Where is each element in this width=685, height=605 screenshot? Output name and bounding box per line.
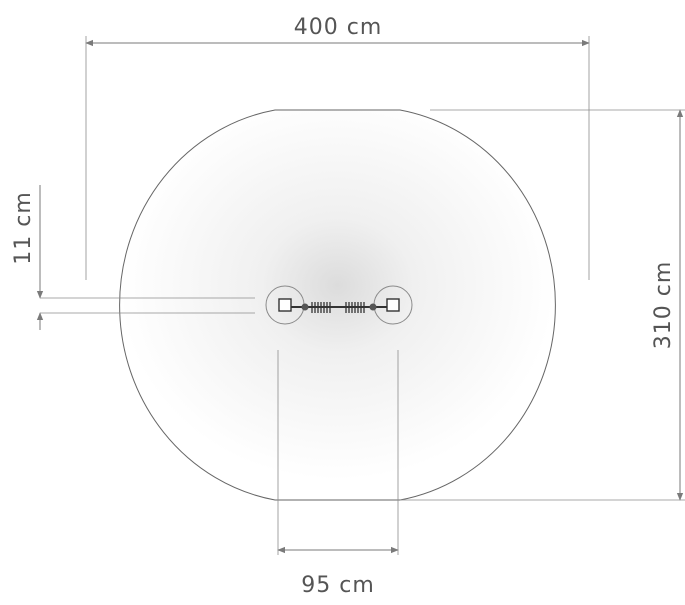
- depth-dimension: 310 cm: [400, 109, 685, 501]
- right-post: [386, 298, 400, 312]
- footprint-label: 95 cm: [301, 573, 375, 598]
- width-label: 400 cm: [294, 15, 383, 40]
- footprint-dimension: 95 cm: [277, 350, 399, 598]
- left-post: [278, 298, 292, 312]
- offset-label: 11 cm: [11, 191, 36, 265]
- depth-label: 310 cm: [651, 261, 676, 350]
- width-dimension: 400 cm: [85, 15, 590, 280]
- right-spring: [345, 302, 365, 313]
- equipment-top-view: [265, 285, 413, 325]
- right-joint: [369, 303, 377, 311]
- left-spring: [311, 302, 331, 313]
- left-joint: [301, 303, 309, 311]
- offset-dimension: 11 cm: [11, 185, 255, 330]
- safety-zone-outline: [119, 109, 556, 501]
